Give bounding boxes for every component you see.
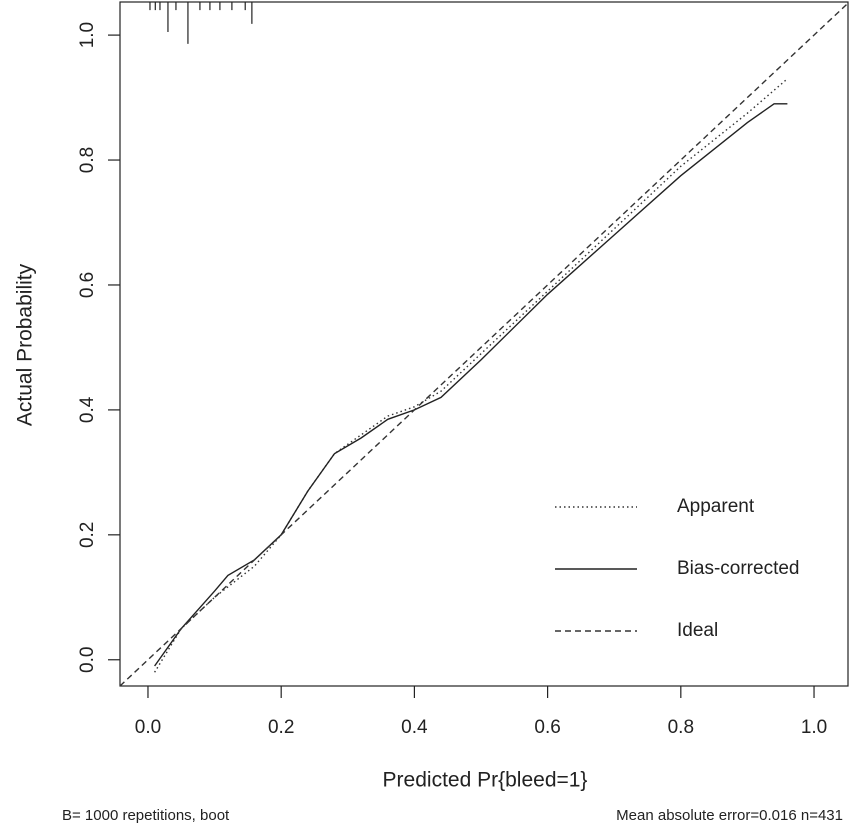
- series-line: [154, 103, 788, 667]
- x-tick-label: 0.0: [135, 717, 161, 738]
- x-tick-label: 0.8: [668, 717, 694, 738]
- y-tick-label: 0.6: [77, 272, 98, 298]
- y-tick-label: 1.0: [77, 22, 98, 48]
- legend-label: Bias-corrected: [677, 558, 800, 579]
- x-tick-label: 1.0: [801, 717, 827, 738]
- y-tick-label: 0.0: [77, 647, 98, 673]
- series-line: [119, 2, 849, 687]
- legend-label: Ideal: [677, 620, 718, 641]
- y-tick-label: 0.4: [77, 396, 98, 423]
- y-tick-label: 0.2: [77, 522, 98, 548]
- x-tick-label: 0.4: [401, 717, 428, 738]
- footnote: Mean absolute error=0.016 n=431: [616, 807, 843, 824]
- x-tick-label: 0.2: [268, 717, 294, 738]
- x-axis-label: Predicted Pr{bleed=1}: [383, 769, 588, 792]
- y-axis-label: Actual Probability: [14, 263, 37, 426]
- footnote: B= 1000 repetitions, boot: [62, 807, 230, 824]
- x-tick-label: 0.6: [534, 717, 560, 738]
- legend-label: Apparent: [677, 496, 755, 517]
- y-tick-label: 0.8: [77, 147, 98, 173]
- series-line: [154, 78, 788, 673]
- plot-frame: [119, 1, 849, 687]
